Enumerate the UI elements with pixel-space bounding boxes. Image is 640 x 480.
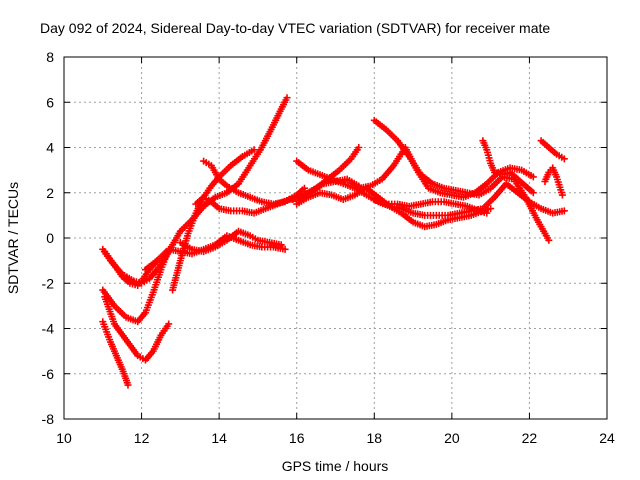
data-point xyxy=(277,241,285,249)
y-tick-label: 4 xyxy=(46,140,54,156)
series-s14 xyxy=(370,116,553,244)
x-tick-label: 18 xyxy=(366,430,382,446)
data-point xyxy=(487,205,495,213)
y-tick-label: -2 xyxy=(42,275,55,291)
y-axis-label: SDTVAR / TECUs xyxy=(5,182,21,294)
chart-title: Day 092 of 2024, Sidereal Day-to-day VTE… xyxy=(40,20,550,36)
y-tick-label: -6 xyxy=(42,366,55,382)
x-tick-label: 14 xyxy=(211,430,227,446)
x-axis-label: GPS time / hours xyxy=(282,458,389,474)
x-tick-label: 20 xyxy=(444,430,460,446)
data-point xyxy=(529,173,537,181)
data-point xyxy=(355,144,363,151)
data-point xyxy=(560,207,568,215)
data-point xyxy=(560,155,568,163)
y-tick-label: 6 xyxy=(46,94,54,110)
data-points xyxy=(99,94,568,389)
data-point xyxy=(529,189,537,197)
y-tick-label: 0 xyxy=(46,230,54,246)
data-point xyxy=(300,184,308,192)
y-tick-label: -8 xyxy=(42,411,55,427)
grid-lines xyxy=(64,57,607,419)
data-point xyxy=(124,381,132,389)
x-tick-label: 12 xyxy=(134,430,150,446)
data-point xyxy=(483,209,491,217)
data-point xyxy=(283,94,291,102)
data-point xyxy=(165,320,173,328)
plot-frame xyxy=(63,56,608,420)
series-s15 xyxy=(355,144,537,201)
data-point xyxy=(281,245,289,253)
y-tick-label: -4 xyxy=(42,321,55,337)
series-s9 xyxy=(192,175,363,217)
series-s17 xyxy=(479,137,537,197)
x-tick-label: 24 xyxy=(599,430,615,446)
series-s4 xyxy=(99,94,291,287)
series-s18 xyxy=(537,137,568,163)
x-tick-label: 22 xyxy=(522,430,538,446)
data-point xyxy=(250,146,258,154)
series-s19 xyxy=(541,164,566,199)
series-s1 xyxy=(99,318,132,389)
x-tick-label: 16 xyxy=(289,430,305,446)
series-s3 xyxy=(101,293,173,364)
x-tick-label: 10 xyxy=(56,430,72,446)
data-point xyxy=(558,191,566,199)
y-tick-label: 2 xyxy=(46,185,54,201)
series-s8 xyxy=(176,227,285,256)
y-tick-label: 8 xyxy=(46,49,54,65)
series-s16 xyxy=(370,196,491,217)
data-point xyxy=(545,236,553,244)
